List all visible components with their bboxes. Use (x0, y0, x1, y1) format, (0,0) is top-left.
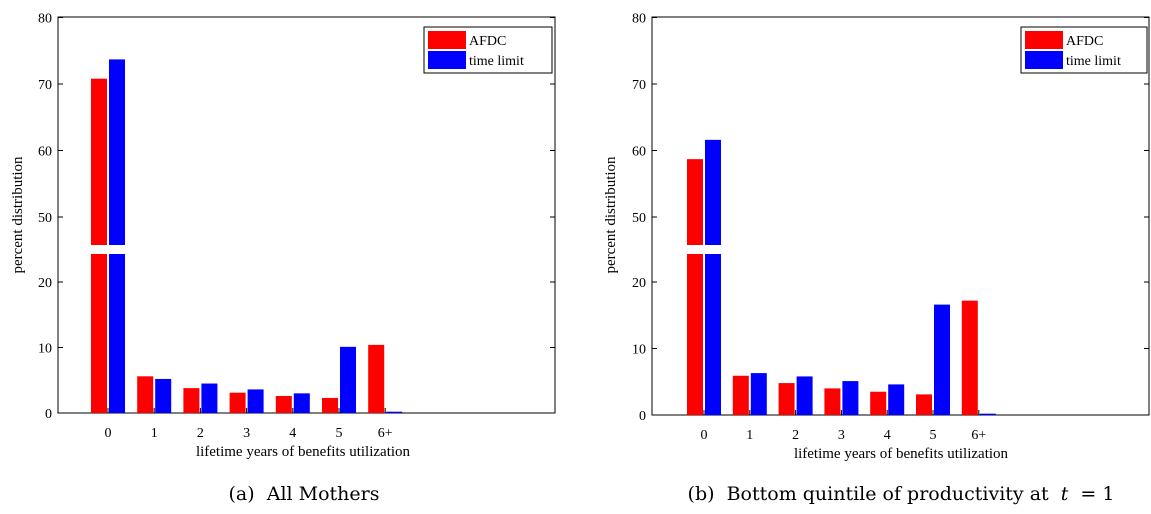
plot-area-a (57, 16, 556, 414)
axis-break-b (686, 245, 722, 254)
y-tick-label-10-b: 10 (632, 343, 646, 358)
x-tick-label-3-a: 3 (243, 426, 250, 441)
x-tick-label-4-b: 4 (884, 428, 891, 443)
y-axis-label-b: percent distribution (603, 156, 619, 274)
y-tick-label-60-b: 60 (632, 145, 646, 160)
bar-time-limit-6+-a (386, 411, 403, 413)
y-tick-label-70-b: 70 (632, 78, 646, 93)
bar-afdc-0-b (687, 159, 703, 415)
x-ticks-a: 0 1 2 3 4 5 6+ (105, 408, 393, 441)
caption-text-b: Bottom quintile of productivity at (727, 483, 1049, 505)
bar-afdc-5-a (322, 397, 338, 413)
caption-a: (a) All Mothers (229, 483, 380, 505)
bar-time-limit-3-a (247, 389, 264, 413)
x-tick-label-5-b: 5 (930, 428, 937, 443)
legend-a: AFDC time limit (423, 26, 553, 74)
bar-afdc-1-a (137, 376, 154, 413)
y-tick-label-70-a: 70 (38, 78, 52, 93)
bar-time-limit-4-a (293, 393, 310, 413)
y-tick-label-10-a: 10 (38, 342, 52, 357)
x-tick-label-0-b: 0 (701, 428, 708, 443)
caption-math-var-b: t (1061, 483, 1069, 505)
bar-afdc-2-b (778, 383, 795, 415)
bar-afdc-1-b (732, 375, 749, 415)
axis-break-a (90, 245, 126, 254)
bar-time-limit-2-b (796, 376, 813, 415)
legend-label-afdc-a: AFDC (469, 34, 506, 49)
caption-label-a: (a) (229, 483, 255, 505)
x-axis-label-a: lifetime years of benefits utilization (196, 444, 411, 460)
x-tick-label-6+-a: 6+ (378, 426, 393, 441)
y-tick-label-80-a: 80 (38, 12, 52, 27)
y-ticks-b: 0 10 20 50 60 70 80 (632, 12, 1149, 424)
x-tick-label-5-a: 5 (336, 426, 343, 441)
y-tick-label-20-a: 20 (38, 276, 52, 291)
caption-math-rest-b: = 1 (1080, 483, 1114, 505)
bar-afdc-3-a (229, 392, 246, 413)
bar-time-limit-6+-b (979, 413, 996, 415)
bar-afdc-3-b (824, 388, 841, 415)
x-tick-label-1-b: 1 (746, 428, 753, 443)
x-tick-label-2-b: 2 (792, 428, 799, 443)
x-tick-label-4-a: 4 (289, 426, 296, 441)
bar-time-limit-3-b (842, 381, 859, 415)
legend-swatch-afdc-a (428, 31, 466, 49)
x-tick-label-0-a: 0 (105, 426, 112, 441)
legend-swatch-time-limit-a (428, 51, 466, 69)
chart-panel-a: 0 10 20 50 60 70 80 0 1 2 3 4 5 6+ AFDC time limit l… (10, 12, 556, 505)
bar-afdc-4-a (275, 395, 292, 413)
x-tick-label-3-b: 3 (838, 428, 845, 443)
caption-b: (b) Bottom quintile of productivity at t… (688, 483, 1115, 505)
bar-afdc-6+-a (368, 344, 385, 413)
y-tick-label-60-a: 60 (38, 145, 52, 160)
axis-break-gap-b (686, 245, 722, 254)
x-axis-label-b: lifetime years of benefits utilization (794, 446, 1009, 462)
x-tick-label-6+-b: 6+ (971, 428, 986, 443)
y-tick-label-20-b: 20 (632, 276, 646, 291)
caption-text-a: All Mothers (266, 483, 380, 505)
legend-label-afdc-b: AFDC (1066, 34, 1103, 49)
bar-time-limit-1-b (750, 373, 767, 415)
legend-swatch-afdc-b (1025, 31, 1063, 49)
caption-label-b: (b) (688, 483, 715, 505)
legend-label-time-limit-b: time limit (1066, 54, 1121, 69)
y-axis-label-a: percent distribution (10, 156, 26, 274)
bar-time-limit-5-b (934, 304, 950, 415)
chart-panel-b: 0 10 20 50 60 70 80 0 1 2 3 4 5 6+ AFDC time limit l… (603, 12, 1150, 505)
x-tick-label-2-a: 2 (197, 426, 204, 441)
y-tick-label-50-a: 50 (38, 211, 52, 226)
bar-afdc-2-a (183, 388, 200, 413)
bars-b (687, 139, 996, 416)
plot-area-b (651, 16, 1150, 416)
y-tick-label-50-b: 50 (632, 211, 646, 226)
axis-break-gap-a (90, 245, 126, 254)
bar-time-limit-0-b (705, 139, 721, 416)
bar-time-limit-4-b (888, 384, 905, 415)
y-tick-label-80-b: 80 (632, 12, 646, 27)
bar-time-limit-0-a (109, 59, 125, 414)
bar-afdc-6+-b (961, 300, 978, 415)
bar-time-limit-1-a (155, 378, 172, 413)
legend-b: AFDC time limit (1020, 26, 1148, 74)
bar-afdc-4-b (870, 391, 887, 415)
x-tick-label-1-a: 1 (151, 426, 158, 441)
bar-afdc-5-b (916, 394, 932, 415)
x-ticks-b: 0 1 2 3 4 5 6+ (701, 410, 986, 443)
bars-a (91, 59, 403, 414)
legend-swatch-time-limit-b (1025, 51, 1063, 69)
legend-label-time-limit-a: time limit (469, 54, 524, 69)
y-tick-label-0-b: 0 (639, 409, 646, 424)
bar-time-limit-2-a (201, 383, 218, 413)
y-ticks-a: 0 10 20 50 60 70 80 (38, 12, 555, 422)
y-tick-label-0-a: 0 (45, 407, 52, 422)
bar-time-limit-5-a (340, 346, 356, 413)
